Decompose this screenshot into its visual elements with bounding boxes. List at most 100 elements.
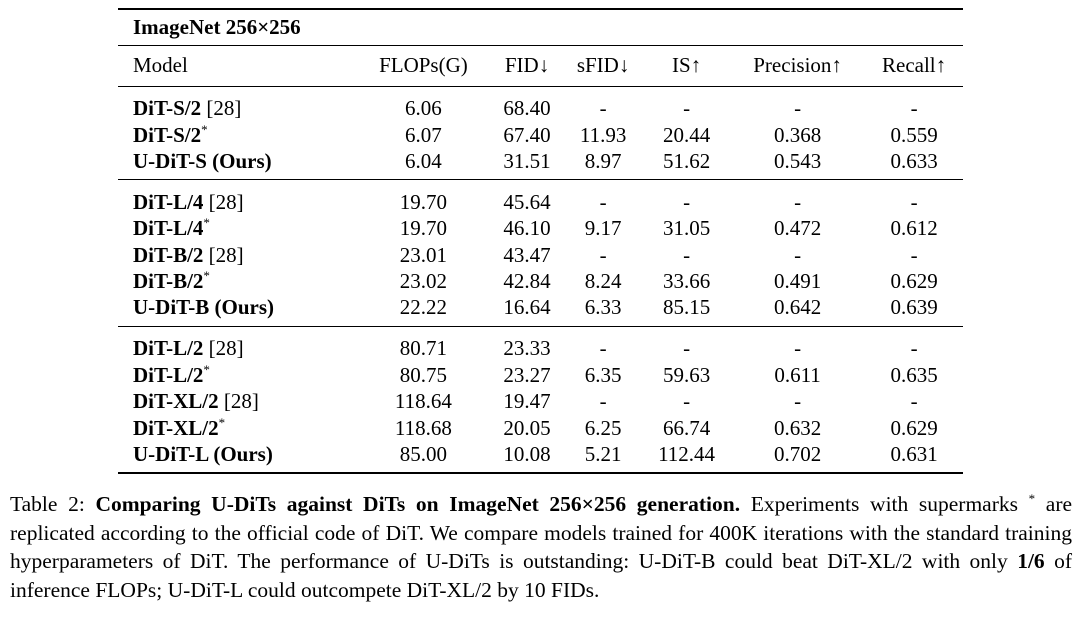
table-row: DiT-B/2 [28] 23.01 43.47 - - - - xyxy=(118,242,963,269)
recall-cell: - xyxy=(865,325,963,362)
is-cell: - xyxy=(643,179,730,216)
sfid-cell: - xyxy=(599,389,607,414)
is-cell: 59.63 xyxy=(662,362,711,387)
precision-cell: 0.642 xyxy=(773,295,822,319)
results-table: ImageNet 256×256 Model FLOPs(G) FID↓ sFI… xyxy=(118,8,963,474)
precision-cell: 0.611 xyxy=(774,362,821,387)
precision-cell: 0.491 xyxy=(773,269,822,294)
sfid-cell: 5.21 xyxy=(563,441,644,474)
fid-cell: 42.84 xyxy=(503,269,551,294)
model-name: DiT-L/2 xyxy=(133,362,204,387)
flops-cell: 6.07 xyxy=(405,122,442,147)
is-cell: 31.05 xyxy=(662,216,711,241)
column-header-recall: Recall↑ xyxy=(865,44,963,86)
sfid-cell: 9.17 xyxy=(584,216,622,241)
is-cell: - xyxy=(643,85,730,122)
column-header-fid: FID↓ xyxy=(491,44,564,86)
table-row: DiT-XL/2* 118.68 20.05 6.25 66.74 0.632 0.629 xyxy=(118,415,963,442)
flops-cell: 118.64 xyxy=(394,389,452,414)
precision-cell: - xyxy=(730,85,866,122)
flops-cell: 118.68 xyxy=(394,415,452,440)
table-header-row: Model FLOPs(G) FID↓ sFID↓ IS↑ Precision↑… xyxy=(118,44,963,86)
flops-cell: 19.70 xyxy=(399,216,448,241)
citation-ref: [28] xyxy=(201,96,242,120)
model-cell: DiT-L/4 [28] xyxy=(118,179,356,216)
table-body: DiT-S/2 [28] 6.06 68.40- - - - DiT-S/2* 6.07 67.… xyxy=(118,85,963,474)
fid-cell: 23.33 xyxy=(491,325,564,362)
fid-cell: 16.64 xyxy=(503,295,551,319)
fid-cell: 10.08 xyxy=(491,441,564,474)
precision-cell: - xyxy=(730,325,866,362)
model-cell: U-DiT-L (Ours) xyxy=(118,441,356,474)
replicated-mark: * xyxy=(203,361,210,377)
citation-ref: [28] xyxy=(218,389,259,414)
table-row: DiT-L/4* 19.70 46.10 9.17 31.05 0.472 0.612 xyxy=(118,216,963,243)
is-cell: - xyxy=(643,325,730,362)
recall-cell: - xyxy=(910,242,918,267)
recall-cell: - xyxy=(865,179,963,216)
column-header-precision: Precision↑ xyxy=(730,44,866,86)
model-cell: DiT-XL/2* xyxy=(118,415,356,442)
recall-cell: - xyxy=(910,389,918,414)
sfid-cell: 6.25 xyxy=(584,415,622,440)
caption-label: Table 2: xyxy=(10,492,85,516)
replicated-mark: * xyxy=(218,414,226,430)
table-row: DiT-B/2* 23.02 42.84 8.24 33.66 0.491 0.629 xyxy=(118,269,963,296)
recall-cell: 0.635 xyxy=(890,362,938,387)
model-name: DiT-XL/2 xyxy=(133,389,219,414)
precision-cell: - xyxy=(730,179,866,216)
flops-cell: 23.01 xyxy=(399,242,448,267)
column-header-model: Model xyxy=(118,44,356,86)
sfid-cell: - xyxy=(563,85,644,122)
caption-bold-fraction: 1/6 xyxy=(1017,549,1045,573)
table-row: U-DiT-B (Ours) 22.22 16.64 6.33 85.15 0.642 0.… xyxy=(118,295,963,326)
model-name: U-DiT-S (Ours) xyxy=(133,148,272,173)
table-row: DiT-S/2 [28] 6.06 68.40- - - - xyxy=(118,85,963,122)
replicated-mark: * xyxy=(203,215,210,231)
fid-cell: 46.10 xyxy=(503,216,551,241)
model-name: DiT-B/2 xyxy=(133,269,204,294)
model-cell: DiT-XL/2 [28] xyxy=(118,389,356,416)
caption-star: * xyxy=(1028,491,1036,506)
column-header-is: IS↑ xyxy=(643,44,730,86)
table-row: DiT-S/2* 6.07 67.40 11.93 20.44 0.368 0.559 xyxy=(118,122,963,149)
table-row: U-DiT-L (Ours) 85.00 10.08 5.21 112.44 0.702 0… xyxy=(118,441,963,474)
sfid-cell: 6.35 xyxy=(584,362,622,387)
model-name: DiT-L/2 xyxy=(133,336,204,360)
precision-cell: - xyxy=(794,389,802,414)
model-cell: U-DiT-S (Ours) xyxy=(118,149,356,180)
replicated-mark: * xyxy=(201,121,208,137)
recall-cell: - xyxy=(865,85,963,122)
caption-text-3: of inference FLOPs; U-DiT-L could outcom… xyxy=(10,549,1073,602)
precision-cell: 0.702 xyxy=(730,441,866,474)
fid-cell: 45.64 xyxy=(491,179,564,216)
flops-cell: 23.02 xyxy=(399,269,448,294)
table-row: DiT-L/2 [28] 80.71 23.33- - - - xyxy=(118,325,963,362)
is-cell: 51.62 xyxy=(662,148,711,173)
flops-cell: 6.06 xyxy=(355,85,492,122)
fid-cell: 20.05 xyxy=(503,415,551,440)
table-row: DiT-L/4 [28] 19.70 45.64- - - - xyxy=(118,179,963,216)
table-caption: Table 2: Comparing U-DiTs against DiTs o… xyxy=(10,490,1072,604)
model-name: DiT-L/4 xyxy=(133,189,204,214)
model-name: DiT-XL/2 xyxy=(133,415,219,440)
recall-cell: 0.629 xyxy=(890,415,938,440)
precision-cell: 0.472 xyxy=(773,216,822,241)
table-row: DiT-XL/2 [28] 118.64 19.47 - - - - xyxy=(118,389,963,416)
recall-cell: 0.612 xyxy=(890,216,938,241)
is-cell: 112.44 xyxy=(643,441,730,474)
fid-cell: 19.47 xyxy=(503,389,551,414)
flops-cell: 80.71 xyxy=(355,325,492,362)
replicated-mark: * xyxy=(203,268,210,284)
table-title: ImageNet 256×256 xyxy=(118,8,963,45)
fid-cell: 23.27 xyxy=(503,362,551,387)
sfid-cell: 8.97 xyxy=(584,148,622,173)
citation-ref: [28] xyxy=(203,242,244,267)
column-header-sfid: sFID↓ xyxy=(563,44,644,86)
model-cell: U-DiT-B (Ours) xyxy=(118,295,356,326)
model-cell: DiT-B/2 [28] xyxy=(118,242,356,269)
model-cell: DiT-L/4* xyxy=(118,216,356,243)
recall-cell: 0.639 xyxy=(890,295,938,319)
model-cell: DiT-L/2 [28] xyxy=(118,325,356,362)
column-header-flops: FLOPs(G) xyxy=(355,44,492,86)
